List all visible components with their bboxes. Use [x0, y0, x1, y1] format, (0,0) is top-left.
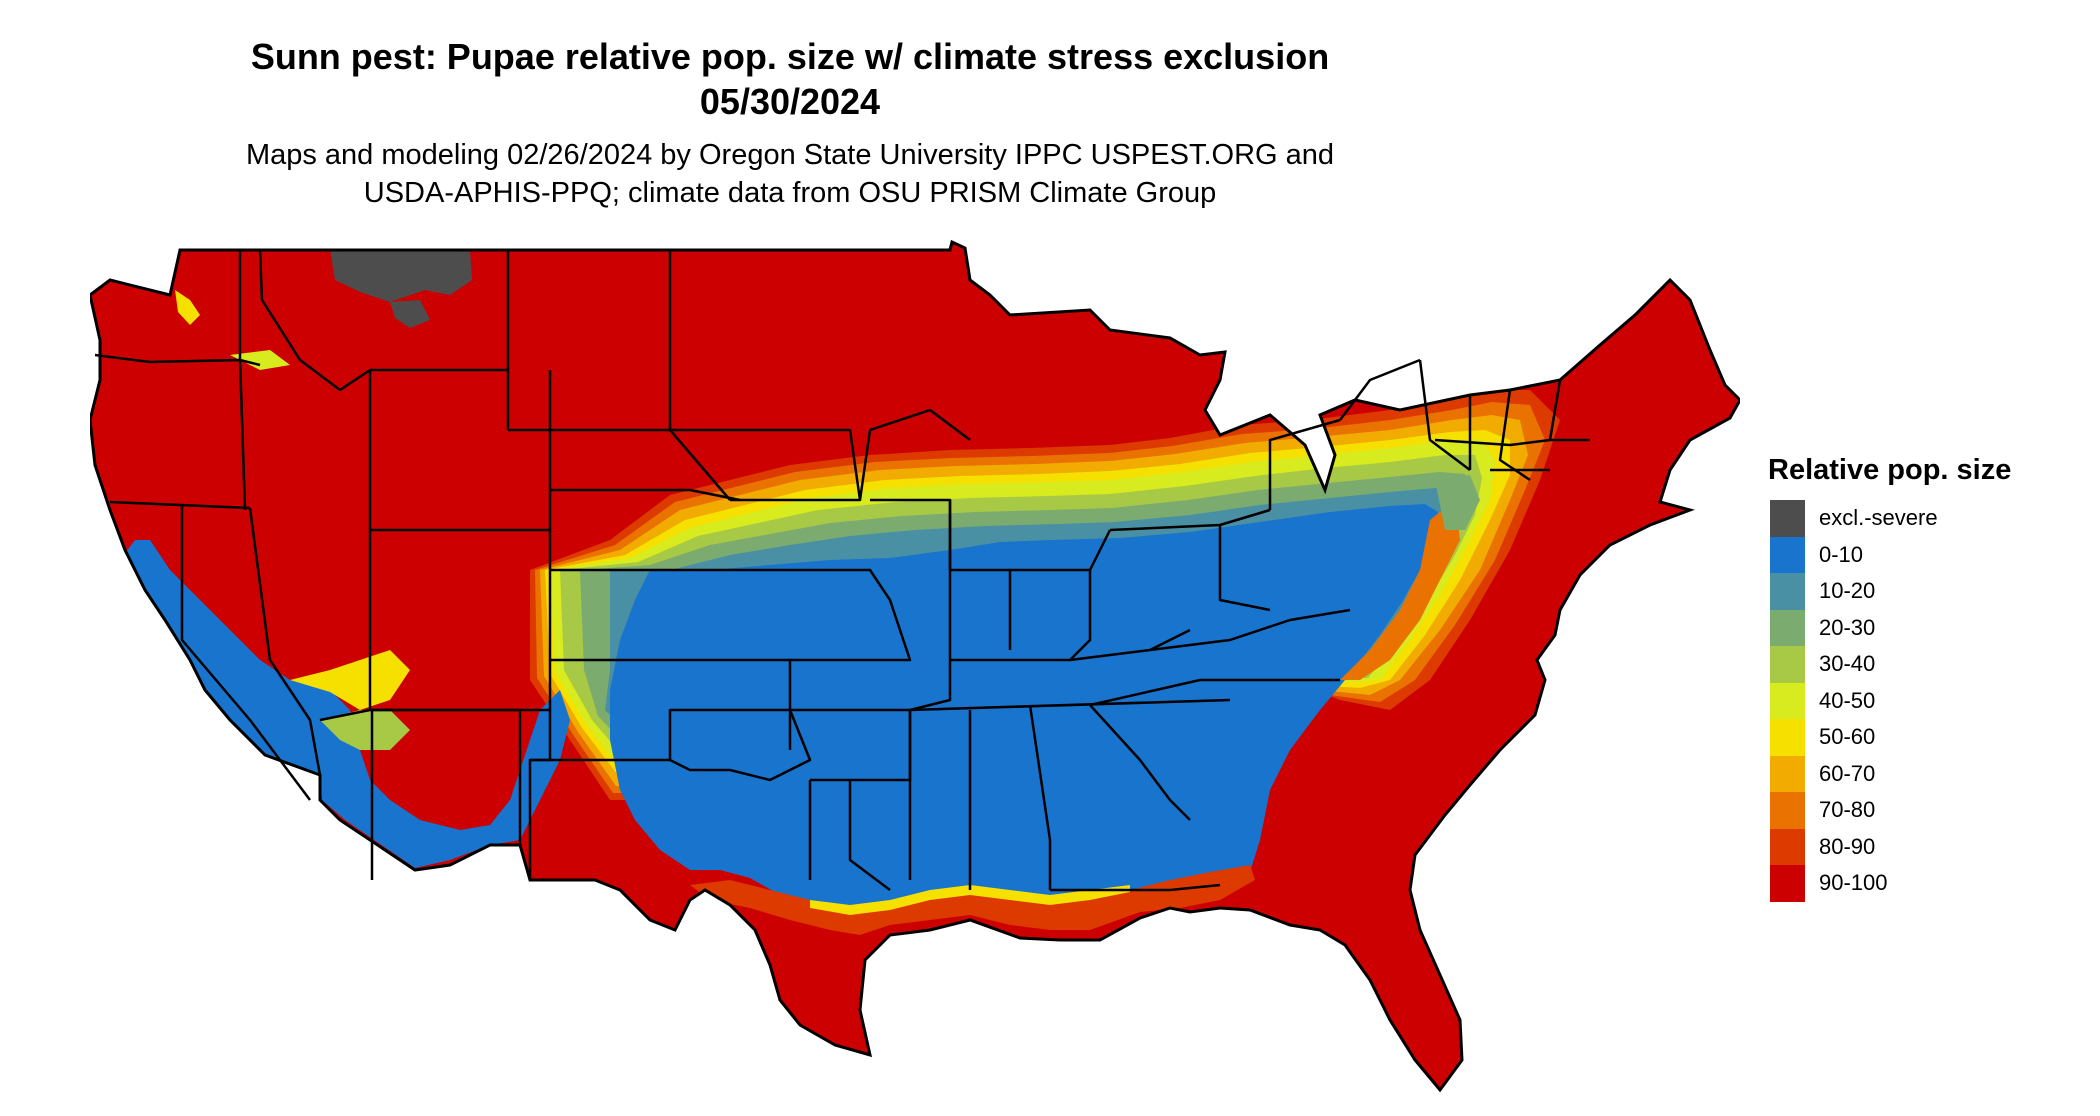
map-title: Sunn pest: Pupae relative pop. size w/ c… [250, 36, 1330, 77]
legend-swatch [1770, 573, 1805, 610]
legend-item: 30-40 [1770, 646, 2011, 683]
region-atlantic-band-green [1435, 475, 1480, 530]
legend-item: 20-30 [1770, 609, 2011, 646]
legend-label: 50-60 [1819, 724, 1876, 750]
legend-swatch [1770, 755, 1805, 792]
legend-item: 70-80 [1770, 792, 2011, 829]
legend-swatch [1770, 682, 1805, 719]
legend-swatch [1770, 865, 1805, 902]
region-50-60-southwest-edge [290, 650, 410, 710]
region-30-40-southwest-edge [320, 710, 410, 750]
legend-label: 90-100 [1819, 870, 1888, 896]
state-borders [94, 249, 1590, 892]
legend-item: 60-70 [1770, 755, 2011, 792]
map-date: 05/30/2024 [699, 81, 881, 122]
legend-label: 40-50 [1819, 687, 1876, 713]
region-50-60-northwest [175, 290, 200, 325]
legend-item: 10-20 [1770, 573, 2011, 610]
legend-item: 90-100 [1770, 865, 2011, 902]
legend-title: Relative pop. size [1768, 454, 2012, 486]
legend-swatch [1770, 500, 1805, 537]
legend-swatch [1770, 536, 1805, 573]
legend-items: excl.-severe 0-10 10-20 20-30 30-40 40-50 50-6… [1770, 500, 2011, 902]
map-subtitle-line-2: USDA-APHIS-PPQ; climate data from OSU PR… [363, 177, 1217, 209]
legend-swatch [1770, 719, 1805, 756]
map-subtitle-line-1: Maps and modeling 02/26/2024 by Oregon S… [245, 139, 1335, 171]
legend-swatch [1770, 828, 1805, 865]
legend-label: 80-90 [1819, 833, 1876, 859]
legend-label: 30-40 [1819, 651, 1876, 677]
legend-swatch [1770, 646, 1805, 683]
legend-item: 0-10 [1770, 536, 2011, 573]
region-atlantic-band [1340, 500, 1460, 680]
legend-swatch [1770, 792, 1805, 829]
region-40-50-idaho [230, 350, 290, 370]
legend-label: excl.-severe [1819, 505, 1938, 531]
legend-item: 40-50 [1770, 682, 2011, 719]
legend-label: 10-20 [1819, 578, 1876, 604]
legend-item: 80-90 [1770, 828, 2011, 865]
legend-label: 60-70 [1819, 760, 1876, 786]
us-map [90, 240, 1740, 1092]
legend-label: 70-80 [1819, 797, 1876, 823]
region-0-10-southeast [610, 504, 1438, 920]
legend: Relative pop. size excl.-severe 0-10 10-20… [1768, 452, 2012, 902]
region-excl-severe [330, 250, 472, 302]
legend-item: excl.-severe [1770, 500, 2011, 537]
region-gulf-coast [690, 865, 1255, 935]
legend-label: 0-10 [1819, 541, 1864, 567]
region-gulf-coast-yellow [810, 885, 1130, 915]
region-excl-severe-patch [390, 300, 430, 328]
legend-item: 50-60 [1770, 719, 2011, 756]
legend-label: 20-30 [1819, 614, 1876, 640]
region-0-10-southwest [120, 540, 570, 868]
legend-swatch [1770, 609, 1805, 646]
